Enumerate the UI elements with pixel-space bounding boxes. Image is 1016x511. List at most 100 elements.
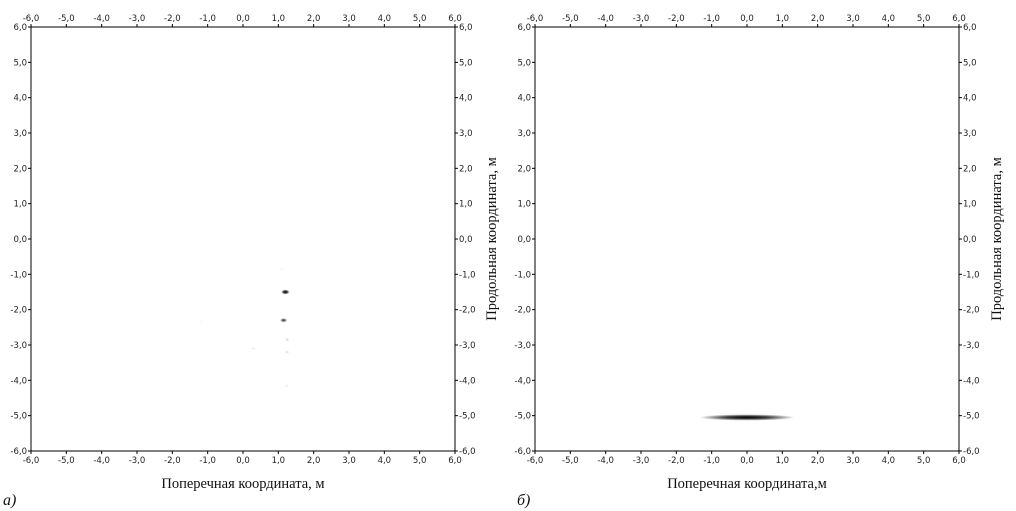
panel-a-xtick-label-top: 0,0 — [236, 14, 250, 24]
panel-a-xtick-label-bottom: -2,0 — [164, 456, 181, 466]
panel-b-ytick-label-left: 2,0 — [517, 164, 531, 174]
panel-a-ticks: -6,0-6,0-5,0-5,0-4,0-4,0-3,0-3,0-2,0-2,0… — [10, 14, 475, 466]
panel-a-xtick-label-top: 3,0 — [342, 14, 356, 24]
panel-a-ytick-label-right: -2,0 — [459, 306, 476, 316]
panel-b-xtick-label-top: -2,0 — [668, 14, 685, 24]
panel-a-ytick-label-right: -3,0 — [459, 341, 476, 351]
panel-b-xtick-label-top: 6,0 — [952, 14, 966, 24]
panel-b-ytick-label-right: 5,0 — [963, 58, 977, 68]
panel-a-ytick-label-left: 2,0 — [13, 164, 27, 174]
panel-a-xlabel: Поперечная координата, м — [161, 476, 324, 492]
panel-b-ytick-label-left: 3,0 — [517, 129, 531, 139]
panel-b-xtick-label-bottom: 1,0 — [776, 456, 790, 466]
panel-a-label: а) — [3, 492, 16, 509]
panel-a-ytick-label-right: 0,0 — [459, 235, 473, 245]
panel-b-xtick-label-top: -5,0 — [562, 14, 579, 24]
panel-b-xtick-label-top: 2,0 — [811, 14, 825, 24]
panel-a-feature-4 — [251, 347, 256, 350]
panel-a-xtick-label-bottom: 4,0 — [378, 456, 392, 466]
panel-a-ytick-label-left: -5,0 — [10, 412, 27, 422]
panel-a-ytick-label-right: 1,0 — [459, 200, 473, 210]
panel-b-xtick-label-top: -3,0 — [633, 14, 650, 24]
panel-b-xtick-label-top: 5,0 — [917, 14, 931, 24]
panel-a-ytick-label-right: -6,0 — [459, 447, 476, 457]
panel-b-xlabel: Поперечная координата,м — [667, 476, 827, 492]
panel-a-xtick-label-top: 4,0 — [378, 14, 392, 24]
panel-a-feature-5 — [285, 384, 289, 388]
panel-b: -6,0-6,0-5,0-5,0-4,0-4,0-3,0-3,0-2,0-2,0… — [514, 14, 1005, 509]
panel-b-plot-area — [534, 26, 960, 452]
panel-b-ytick-label-left: 6,0 — [517, 23, 531, 33]
panel-a-ytick-label-left: -4,0 — [10, 376, 27, 386]
panel-a-ytick-label-left: -6,0 — [10, 447, 27, 457]
panel-b-xtick-label-bottom: 0,0 — [740, 456, 754, 466]
panel-a-features — [198, 267, 290, 388]
panel-a-xtick-label-bottom: 1,0 — [272, 456, 286, 466]
panel-b-xtick-label-bottom: -3,0 — [633, 456, 650, 466]
panel-a-xtick-label-bottom: 3,0 — [342, 456, 356, 466]
panel-a-xtick-label-top: -6,0 — [23, 14, 40, 24]
panel-b-xtick-label-bottom: -2,0 — [668, 456, 685, 466]
panel-a-xtick-label-bottom: -5,0 — [58, 456, 75, 466]
panel-b-ytick-label-right: -6,0 — [963, 447, 980, 457]
panel-a: -6,0-6,0-5,0-5,0-4,0-4,0-3,0-3,0-2,0-2,0… — [3, 14, 500, 509]
panel-a-xtick-label-bottom: -4,0 — [93, 456, 110, 466]
panel-a-plot-area — [30, 26, 456, 452]
panel-a-ytick-label-left: 4,0 — [13, 94, 27, 104]
panel-b-ylabel: Продольная координата, м — [989, 157, 1005, 321]
panel-a-xtick-label-bottom: -6,0 — [23, 456, 40, 466]
panel-a-ytick-label-right: -1,0 — [459, 270, 476, 280]
panel-b-xtick-label-top: 3,0 — [846, 14, 860, 24]
panel-b-xtick-label-bottom: -6,0 — [527, 456, 544, 466]
panel-a-xtick-label-top: -4,0 — [93, 14, 110, 24]
panel-a-ytick-label-left: 6,0 — [13, 23, 27, 33]
panel-b-xtick-label-bottom: 5,0 — [917, 456, 931, 466]
panel-b-xtick-label-top: -6,0 — [527, 14, 544, 24]
panel-b-ytick-label-right: 2,0 — [963, 164, 977, 174]
panel-b-ytick-label-right: 3,0 — [963, 129, 977, 139]
panel-a-xtick-label-bottom: -1,0 — [199, 456, 216, 466]
panel-b-xtick-label-bottom: 4,0 — [882, 456, 896, 466]
panel-b-ticks: -6,0-6,0-5,0-5,0-4,0-4,0-3,0-3,0-2,0-2,0… — [514, 14, 979, 466]
panel-a-ytick-label-right: -5,0 — [459, 412, 476, 422]
panel-b-xtick-label-bottom: 6,0 — [952, 456, 966, 466]
panel-b-ytick-label-left: 4,0 — [517, 94, 531, 104]
panel-a-ytick-label-right: 4,0 — [459, 94, 473, 104]
panel-b-ytick-label-left: -6,0 — [514, 447, 531, 457]
panel-a-xtick-label-top: -5,0 — [58, 14, 75, 24]
panel-b-xtick-label-bottom: -1,0 — [703, 456, 720, 466]
panel-a-xtick-label-top: 5,0 — [413, 14, 427, 24]
panel-a-ylabel: Продольная координата, м — [484, 157, 500, 321]
panel-b-ytick-label-right: 1,0 — [963, 200, 977, 210]
panel-a-xtick-label-top: 2,0 — [307, 14, 321, 24]
panel-b-label: б) — [517, 492, 530, 509]
panel-b-ytick-label-left: -5,0 — [514, 412, 531, 422]
panel-b-ytick-label-right: 4,0 — [963, 94, 977, 104]
panel-b-ytick-label-left: -1,0 — [514, 270, 531, 280]
panel-a-xtick-label-bottom: 0,0 — [236, 456, 250, 466]
panel-b-ytick-label-right: -2,0 — [963, 306, 980, 316]
panel-a-xtick-label-top: -2,0 — [164, 14, 181, 24]
panel-b-ytick-label-right: 0,0 — [963, 235, 977, 245]
panel-b-ytick-label-left: 5,0 — [517, 58, 531, 68]
panel-a-xtick-label-bottom: 2,0 — [307, 456, 321, 466]
panel-a-xtick-label-top: 1,0 — [272, 14, 286, 24]
panel-b-ytick-label-left: -2,0 — [514, 306, 531, 316]
panel-a-feature-2 — [285, 337, 290, 342]
panel-b-xtick-label-top: -1,0 — [703, 14, 720, 24]
panel-b-ytick-label-right: 6,0 — [963, 23, 977, 33]
panel-b-ytick-label-right: -3,0 — [963, 341, 980, 351]
panel-a-ytick-label-left: 5,0 — [13, 58, 27, 68]
panel-b-ytick-label-left: 1,0 — [517, 200, 531, 210]
panel-a-ytick-label-left: 1,0 — [13, 200, 27, 210]
panel-a-ytick-label-left: 3,0 — [13, 129, 27, 139]
panel-a-xtick-label-top: -1,0 — [199, 14, 216, 24]
panel-b-ytick-label-left: -4,0 — [514, 376, 531, 386]
panel-b-ytick-label-right: -5,0 — [963, 412, 980, 422]
panel-a-ytick-label-left: -2,0 — [10, 306, 27, 316]
panel-a-ytick-label-right: 6,0 — [459, 23, 473, 33]
panel-b-ytick-label-right: -4,0 — [963, 376, 980, 386]
panel-a-feature-7 — [198, 320, 203, 324]
panel-a-feature-6 — [280, 267, 284, 271]
